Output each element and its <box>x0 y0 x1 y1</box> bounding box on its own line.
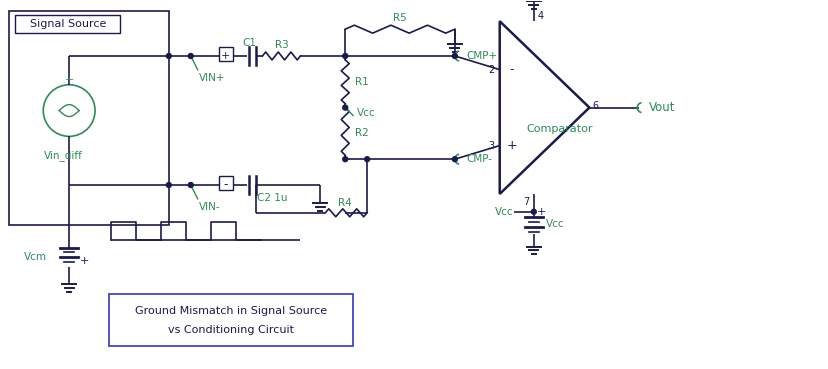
Text: CMP-: CMP- <box>466 154 492 164</box>
Text: Vcm: Vcm <box>24 252 47 262</box>
Text: 4: 4 <box>537 11 543 21</box>
Text: VIN-: VIN- <box>199 202 220 212</box>
Text: Vout: Vout <box>648 101 675 114</box>
Bar <box>9 11 169 225</box>
Text: +: + <box>65 75 74 85</box>
Text: +: + <box>80 256 89 266</box>
Text: Signal Source: Signal Source <box>30 19 106 29</box>
Text: C2 1u: C2 1u <box>256 193 286 203</box>
Text: R4: R4 <box>338 198 352 208</box>
Text: 2: 2 <box>488 65 494 75</box>
Text: +: + <box>221 51 230 61</box>
Text: VIN+: VIN+ <box>199 73 225 83</box>
Text: Vcc: Vcc <box>494 207 513 217</box>
Circle shape <box>452 157 457 162</box>
Text: C1: C1 <box>243 38 256 48</box>
Text: Vcc: Vcc <box>357 107 375 118</box>
Circle shape <box>364 157 369 162</box>
Circle shape <box>342 105 347 110</box>
Text: R1: R1 <box>354 77 368 87</box>
Text: R5: R5 <box>392 13 407 23</box>
Text: 6: 6 <box>592 101 598 111</box>
Text: -: - <box>223 179 228 192</box>
Circle shape <box>342 157 347 162</box>
Text: CMP+: CMP+ <box>466 51 498 61</box>
Text: Vin_diff: Vin_diff <box>44 150 83 161</box>
Text: +: + <box>537 207 546 217</box>
Text: +: + <box>506 139 517 152</box>
Bar <box>219 176 233 190</box>
Text: 3: 3 <box>488 141 494 151</box>
Text: R3: R3 <box>274 40 288 50</box>
Circle shape <box>188 183 193 187</box>
Text: Ground Mismatch in Signal Source: Ground Mismatch in Signal Source <box>135 306 327 316</box>
Circle shape <box>531 209 536 214</box>
Text: vs Conditioning Circuit: vs Conditioning Circuit <box>168 325 294 335</box>
Bar <box>219 47 233 61</box>
Text: -: - <box>509 63 513 76</box>
Circle shape <box>166 183 171 187</box>
Text: Vcc: Vcc <box>545 219 564 229</box>
Circle shape <box>452 54 457 58</box>
Circle shape <box>342 54 347 58</box>
Bar <box>16 15 120 33</box>
Circle shape <box>166 54 171 58</box>
Text: Comparator: Comparator <box>526 124 592 134</box>
Bar <box>109 294 353 346</box>
Text: R2: R2 <box>354 128 368 138</box>
Text: 7: 7 <box>523 197 529 207</box>
Circle shape <box>188 54 193 58</box>
